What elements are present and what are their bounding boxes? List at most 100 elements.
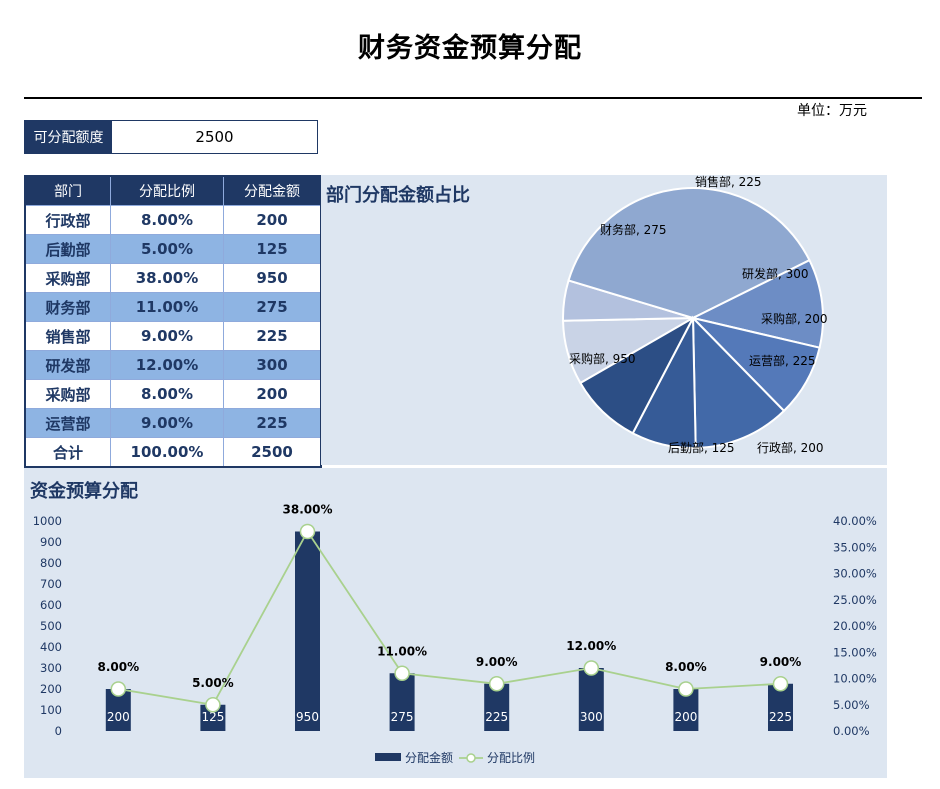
table-row: 财务部 11.00% 275 bbox=[24, 292, 322, 322]
cell-dept[interactable]: 采购部 bbox=[24, 263, 111, 293]
title-divider bbox=[24, 97, 922, 99]
cell-ratio[interactable]: 8.00% bbox=[110, 205, 224, 235]
y-axis-tick-label: 500 bbox=[40, 619, 62, 633]
pie-chart-title: 部门分配金额占比 bbox=[326, 185, 470, 206]
pie-data-label: 研发部, 300 bbox=[742, 266, 809, 281]
y-axis-tick-label: 700 bbox=[40, 577, 62, 591]
cell-amount[interactable]: 300 bbox=[223, 350, 322, 380]
ratio-point bbox=[205, 697, 221, 713]
header-amount: 分配金额 bbox=[223, 175, 322, 206]
combo-chart: 0 100 200 300 400 500 600 700 800 900 1000 0.00% 5.0… bbox=[33, 503, 877, 766]
pie-slice bbox=[579, 315, 696, 435]
cell-amount[interactable]: 200 bbox=[223, 379, 322, 409]
cell-dept[interactable]: 财务部 bbox=[24, 292, 111, 322]
cell-ratio[interactable]: 9.00% bbox=[110, 408, 224, 438]
y2-axis-tick-label: 15.00% bbox=[833, 645, 877, 659]
unit-label: 单位：万元 bbox=[797, 103, 867, 119]
table-row: 运营部 9.00% 225 bbox=[24, 408, 322, 438]
header-dept: 部门 bbox=[24, 175, 111, 206]
ratio-data-label: 12.00% bbox=[566, 639, 616, 653]
pie-slice bbox=[691, 315, 786, 449]
bar-chart-title: 资金预算分配 bbox=[30, 481, 138, 502]
total-label[interactable]: 合计 bbox=[24, 437, 111, 468]
cell-dept[interactable]: 行政部 bbox=[24, 205, 111, 235]
pie-data-label: 财务部, 275 bbox=[600, 222, 667, 237]
pie-slice bbox=[690, 258, 824, 349]
bar-value-label: 950 bbox=[296, 710, 319, 724]
bar bbox=[578, 668, 604, 731]
y2-axis-tick-label: 35.00% bbox=[833, 540, 877, 554]
table-header-row: 部门 分配比例 分配金额 bbox=[24, 175, 322, 206]
bar-value-label: 225 bbox=[485, 710, 508, 724]
cell-amount[interactable]: 225 bbox=[223, 321, 322, 351]
bar bbox=[484, 683, 510, 731]
ratio-point bbox=[299, 523, 316, 540]
ratio-point bbox=[678, 681, 694, 697]
cell-ratio[interactable]: 8.00% bbox=[110, 379, 224, 409]
cell-dept[interactable]: 后勤部 bbox=[24, 234, 111, 264]
y2-axis-tick-label: 25.00% bbox=[833, 593, 877, 607]
y-axis-tick-label: 800 bbox=[40, 556, 62, 570]
legend-line-marker bbox=[466, 753, 476, 763]
y2-axis-tick-label: 20.00% bbox=[833, 619, 877, 633]
page-title: 财务资金预算分配 bbox=[358, 33, 582, 64]
ratio-point bbox=[110, 681, 127, 697]
total-ratio[interactable]: 100.00% bbox=[110, 437, 224, 468]
department-table: 部门 分配比例 分配金额 行政部 8.00% 200 后勤部 5.00% 125… bbox=[24, 175, 322, 468]
ratio-point bbox=[583, 660, 600, 676]
ratio-data-label: 9.00% bbox=[476, 655, 518, 669]
pie-chart-panel: 部门分配金额占比 行政部, 200 后勤部, 125 采购部, 950 财务部, 27… bbox=[321, 175, 887, 465]
y-axis-tick-label: 900 bbox=[40, 535, 62, 549]
cell-amount[interactable]: 275 bbox=[223, 292, 322, 322]
ratio-point bbox=[394, 665, 410, 681]
header-ratio: 分配比例 bbox=[110, 175, 224, 206]
pie-data-label: 运营部, 225 bbox=[749, 353, 816, 368]
y-axis-tick-label: 0 bbox=[55, 724, 62, 738]
bar-value-label: 125 bbox=[201, 710, 224, 724]
bar bbox=[768, 683, 793, 731]
cell-amount[interactable]: 225 bbox=[223, 408, 322, 438]
cell-ratio[interactable]: 11.00% bbox=[110, 292, 224, 322]
cell-ratio[interactable]: 9.00% bbox=[110, 321, 224, 351]
cell-dept[interactable]: 运营部 bbox=[24, 408, 111, 438]
pie-data-label: 后勤部, 125 bbox=[668, 440, 735, 455]
bar bbox=[295, 531, 320, 731]
y-axis-tick-label: 400 bbox=[40, 640, 62, 654]
pie-data-label: 行政部, 200 bbox=[757, 440, 824, 455]
table-row: 后勤部 5.00% 125 bbox=[24, 234, 322, 264]
allocatable-label: 可分配额度 bbox=[25, 121, 112, 153]
ratio-point bbox=[772, 676, 789, 692]
allocatable-box: 可分配额度 2500 bbox=[24, 120, 318, 154]
cell-amount[interactable]: 125 bbox=[223, 234, 322, 264]
legend-bar-label: 分配金额 bbox=[405, 750, 453, 765]
cell-amount[interactable]: 950 bbox=[223, 263, 322, 293]
table-row: 行政部 8.00% 200 bbox=[24, 205, 322, 235]
ratio-data-label: 11.00% bbox=[377, 644, 427, 658]
cell-dept[interactable]: 销售部 bbox=[24, 321, 111, 351]
y-axis-tick-label: 200 bbox=[40, 682, 62, 696]
allocatable-value[interactable]: 2500 bbox=[195, 128, 234, 146]
y2-axis-tick-label: 0.00% bbox=[833, 724, 870, 738]
bar-chart-panel: 资金预算分配 0 100 200 300 400 500 600 700 800 900 1000 0… bbox=[24, 468, 887, 778]
y2-axis-tick-label: 10.00% bbox=[833, 672, 877, 686]
cell-dept[interactable]: 采购部 bbox=[24, 379, 111, 409]
table-row: 销售部 9.00% 225 bbox=[24, 321, 322, 351]
y-axis-tick-label: 1000 bbox=[33, 514, 62, 528]
cell-ratio[interactable]: 38.00% bbox=[110, 263, 224, 293]
total-amount[interactable]: 2500 bbox=[223, 437, 322, 468]
ratio-data-label: 5.00% bbox=[192, 676, 234, 690]
bar-value-label: 275 bbox=[391, 710, 414, 724]
legend-line-label: 分配比例 bbox=[487, 751, 535, 765]
pie-data-label: 销售部, 225 bbox=[695, 175, 762, 189]
ratio-data-label: 9.00% bbox=[760, 655, 802, 669]
table-row: 采购部 38.00% 950 bbox=[24, 263, 322, 293]
y-axis-tick-label: 100 bbox=[40, 703, 62, 717]
y2-axis-tick-label: 5.00% bbox=[833, 698, 870, 712]
ratio-point bbox=[488, 676, 505, 692]
cell-ratio[interactable]: 5.00% bbox=[110, 234, 224, 264]
pie-slice bbox=[567, 187, 811, 320]
cell-ratio[interactable]: 12.00% bbox=[110, 350, 224, 380]
cell-dept[interactable]: 研发部 bbox=[24, 350, 111, 380]
cell-amount[interactable]: 200 bbox=[223, 205, 322, 235]
bar-value-label: 200 bbox=[107, 710, 130, 724]
